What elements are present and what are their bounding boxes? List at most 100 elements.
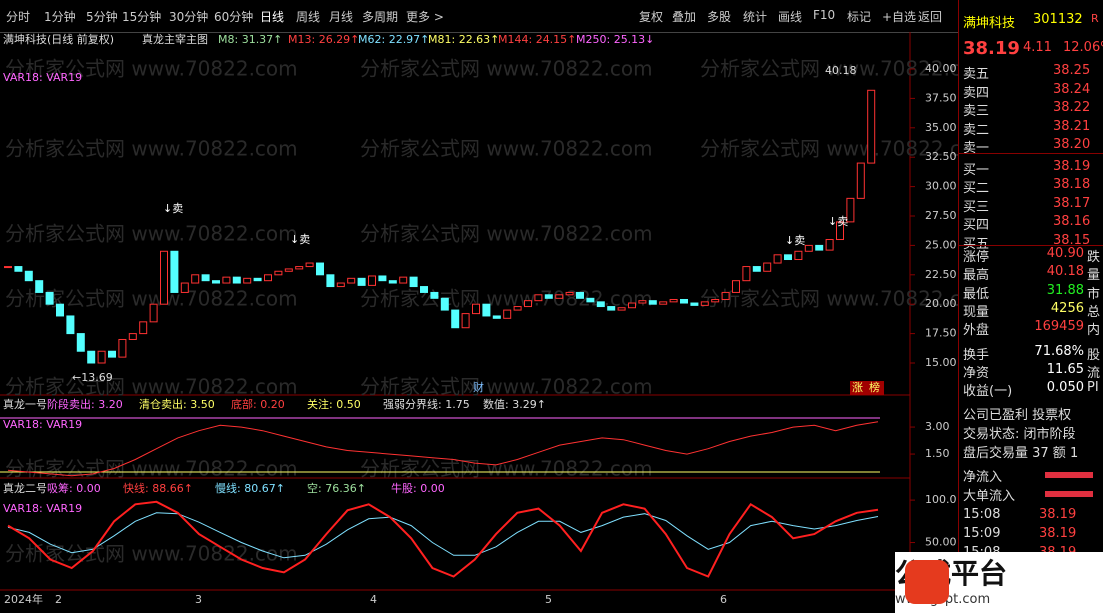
toolbar-button[interactable]: F10 [813,8,836,22]
candle [680,298,688,304]
flow-label: 净流入 [963,470,1003,485]
book-label: 卖二 [963,122,990,138]
period-tab[interactable]: 1分钟 [44,10,76,24]
rank-badge [850,381,884,395]
candle [586,297,595,303]
candle [66,315,75,335]
book-label: 卖五 [963,67,990,82]
ma-label: M8: 31.37↑ [218,33,282,46]
candle [97,350,106,364]
candle [638,300,647,304]
candle [669,298,678,303]
toolbar-button[interactable]: 多股 [707,10,732,24]
candle [836,221,844,241]
candle [482,303,491,317]
period-tab[interactable]: 月线 [329,10,354,24]
toolbar-button[interactable]: 复权 [639,10,664,24]
indicator-line [7,500,879,578]
candle [180,282,189,293]
toolbar-button[interactable]: 叠加 [672,10,697,24]
y-tick-label: 22.50 [925,268,957,281]
candle [149,303,158,323]
stat-label: 涨停 [963,250,990,265]
price: 38.19 [963,38,1020,59]
var-label: VAR18: VAR19 [3,71,82,84]
ma-label: M250: 25.13↓ [576,33,654,46]
candle [316,262,324,276]
candle [596,301,605,308]
candle [232,276,241,284]
book-label: 卖三 [963,104,990,119]
watermark: 分析家公式网 www.70822.com [360,222,653,246]
book-label: 买二 [963,181,990,196]
stat-label: 换手 [963,347,990,363]
candle [160,250,168,305]
candle [544,294,553,299]
candle [846,197,855,223]
indicator-label: 强弱分界线: 1.75 [383,397,470,411]
y-tick-label: 40.00 [925,62,957,75]
period-tab[interactable]: 日线 [260,10,285,24]
rank-label: 榜 [869,380,880,394]
candle [763,262,772,272]
candle [721,291,730,300]
book-label: 买三 [963,199,990,215]
trade-time: 15:09 [963,526,1001,541]
x-tick-label: 5 [545,593,552,606]
period-tab[interactable]: 多周期 [362,10,399,24]
period-tab[interactable]: 5分钟 [86,10,118,24]
candle [607,306,616,311]
period-tab[interactable]: 周线 [296,10,321,24]
candle [565,291,574,296]
candle [440,297,449,311]
stock-code: 301132 [1033,12,1083,27]
candle [856,162,865,199]
stat-label: 最低 [963,286,990,302]
candle [253,277,262,282]
toolbar-button[interactable]: 统计 [743,10,768,24]
sell-mark: ↓卖 [785,234,805,247]
candle [690,302,699,306]
y-tick-label: 37.50 [925,91,957,104]
candle [264,274,272,282]
toolbar-button[interactable]: 标记 [847,10,872,24]
candle [357,277,366,286]
watermark: 分析家公式网 www.70822.com [360,457,653,481]
candle [659,301,668,305]
toolbar-button[interactable]: 返回 [918,10,943,24]
x-tick-label: 4 [370,593,377,606]
high-label: 40.18 [825,64,857,77]
logo-icon [905,560,949,604]
indicator-line [7,421,879,477]
var-label: VAR18: VAR19 [3,418,82,431]
y-tick-label: 17.50 [925,327,957,340]
toolbar-button[interactable]: +自选 [882,10,917,24]
stat-suffix: 总 [1087,304,1101,320]
stat-suffix: 内 [1087,323,1101,339]
y-tick-label: 3.00 [925,420,950,433]
indicator-label: 慢线: 80.67↑ [215,481,285,495]
candle [4,266,12,269]
x-tick-label: 2024年 [4,592,43,606]
period-tab[interactable]: 30分钟 [169,10,209,24]
book-price: 38.16 [1053,214,1091,229]
indicator-label: 真龙一号 [3,397,47,411]
candle [139,321,148,335]
candle [201,274,210,282]
stat-suffix: 市 [1087,286,1101,302]
period-tab[interactable]: 分时 [6,10,31,24]
period-tab[interactable]: 60分钟 [214,10,254,24]
watermark: 分析家公式网 www.70822.com [360,57,653,81]
watermark: 分析家公式网 www.70822.com [5,137,298,161]
indicator-name: 真龙主宰主图 [142,32,208,46]
candle [700,301,709,306]
period-tab[interactable]: 更多 > [406,10,444,24]
toolbar-button[interactable]: 画线 [778,10,803,24]
y-tick-label: 32.50 [925,150,957,163]
divider [959,153,1103,154]
indicator-label: 数值: 3.29↑ [483,398,546,411]
candle [45,291,54,305]
period-tab[interactable]: 15分钟 [122,10,162,24]
ma-label: M13: 26.29↑ [288,33,359,46]
logo: 公式平台www.gspt.com [895,552,1103,613]
